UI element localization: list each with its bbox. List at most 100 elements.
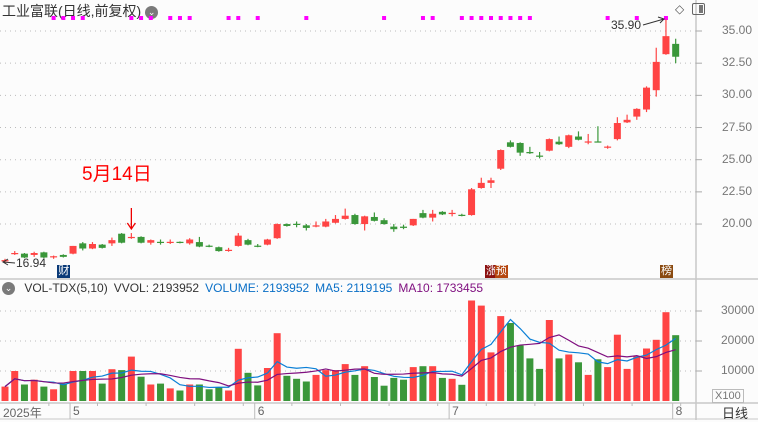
volume-bar <box>225 390 233 401</box>
candle-down <box>438 211 446 215</box>
volume-bar <box>69 371 77 401</box>
candle-up <box>613 123 621 140</box>
volume-bar <box>88 371 96 401</box>
volume-bar <box>380 385 388 401</box>
volume-bar <box>331 370 339 401</box>
event-badge[interactable]: 财 <box>57 265 71 278</box>
volume-bar <box>652 339 660 401</box>
volume-bar <box>506 323 514 401</box>
high-arrowhead-icon <box>657 16 665 24</box>
volume-bar <box>545 320 553 401</box>
event-marker <box>80 16 85 20</box>
candle-down <box>20 253 28 258</box>
candle-up <box>448 212 456 215</box>
high-arrow-icon <box>642 18 665 26</box>
ma5-line <box>4 318 677 389</box>
event-marker <box>498 16 503 20</box>
period-label[interactable]: 日线 <box>722 406 749 421</box>
candle-down <box>137 236 145 243</box>
volume-bar <box>166 388 174 401</box>
volume-bar <box>293 378 301 401</box>
candle-down <box>370 216 378 221</box>
volume-bar <box>59 383 67 401</box>
candle-down <box>293 223 301 225</box>
candle-down <box>195 242 203 247</box>
volume-bar <box>487 352 495 401</box>
candle-up <box>234 235 242 246</box>
chevron-down-circle-icon[interactable]: ⌄ <box>145 6 159 19</box>
candle-down <box>118 233 126 243</box>
candle-up <box>127 236 135 239</box>
candle-up <box>331 218 339 223</box>
candle-up <box>30 253 38 255</box>
volume-bar <box>594 359 602 401</box>
volume-tick-label: 20000 <box>721 333 755 347</box>
event-marker <box>177 16 182 20</box>
candle-up <box>186 239 194 244</box>
candle-up <box>11 253 19 255</box>
indicator-name[interactable]: VOL-TDX(5,10) <box>24 281 108 295</box>
date-arrowhead-icon <box>126 222 136 231</box>
low-arrow-icon <box>2 261 16 264</box>
price-tick-label: 25.00 <box>722 151 753 166</box>
volume-bar <box>468 300 476 401</box>
candle-up <box>341 215 349 219</box>
month-label: 8 <box>675 404 683 418</box>
event-marker <box>508 16 513 20</box>
volume-bar <box>555 358 563 401</box>
low-arrowhead-icon <box>2 258 9 266</box>
candle-down <box>215 247 223 252</box>
candle-down <box>302 225 310 228</box>
volume-bar <box>322 370 330 401</box>
volume-bar <box>40 386 48 401</box>
candle-up <box>545 139 553 151</box>
volume-bar <box>30 379 38 401</box>
chevron-down-circle-icon[interactable]: ⌄ <box>2 282 15 295</box>
diamond-icon[interactable]: ◇ <box>675 2 685 16</box>
high-price-label: 35.90 <box>611 18 642 32</box>
volume-bar <box>1 386 9 401</box>
volume-bar <box>458 384 466 401</box>
vvol-value: VVOL: 2193952 <box>113 281 200 295</box>
volume-bar <box>623 368 631 401</box>
month-label: 6 <box>257 404 265 418</box>
volume-bar <box>672 335 680 401</box>
month-label: 7 <box>452 404 459 418</box>
candle-down <box>283 224 291 226</box>
event-marker <box>187 16 192 20</box>
volume-bar <box>429 366 437 401</box>
panel-toggle-icon[interactable] <box>692 3 705 15</box>
ma10-value: MA10: 1733455 <box>398 281 484 295</box>
event-marker <box>148 16 153 20</box>
volume-bar <box>361 366 369 401</box>
event-marker <box>168 16 173 20</box>
event-marker <box>255 16 260 20</box>
volume-bar <box>477 305 485 401</box>
volume-bar <box>662 312 670 401</box>
candle-down <box>157 241 165 244</box>
volume-bar <box>127 356 135 401</box>
volume-bar <box>448 378 456 401</box>
volume-bar <box>302 381 310 401</box>
candle-up <box>643 87 651 110</box>
price-tick-label: 32.50 <box>722 55 753 70</box>
candle-down <box>672 43 680 57</box>
event-badge[interactable]: 榜 <box>659 265 673 278</box>
event-badge[interactable]: 预 <box>494 265 508 278</box>
volume-bar <box>341 364 349 401</box>
volume-bar <box>215 387 223 401</box>
candle-down <box>506 142 514 147</box>
price-tick-label: 22.50 <box>722 183 753 198</box>
candle-up <box>69 245 77 254</box>
event-marker <box>61 16 66 20</box>
candle-up <box>273 224 281 239</box>
candle-down <box>98 244 106 248</box>
candle-up <box>623 119 631 123</box>
volume-bar <box>108 369 116 401</box>
candle-up <box>263 239 271 245</box>
candle-down <box>555 141 563 145</box>
volume-bar <box>526 358 534 401</box>
low-price-label: 16.94 <box>16 256 47 270</box>
event-marker <box>71 16 76 20</box>
price-tick-label: 27.50 <box>722 119 753 134</box>
